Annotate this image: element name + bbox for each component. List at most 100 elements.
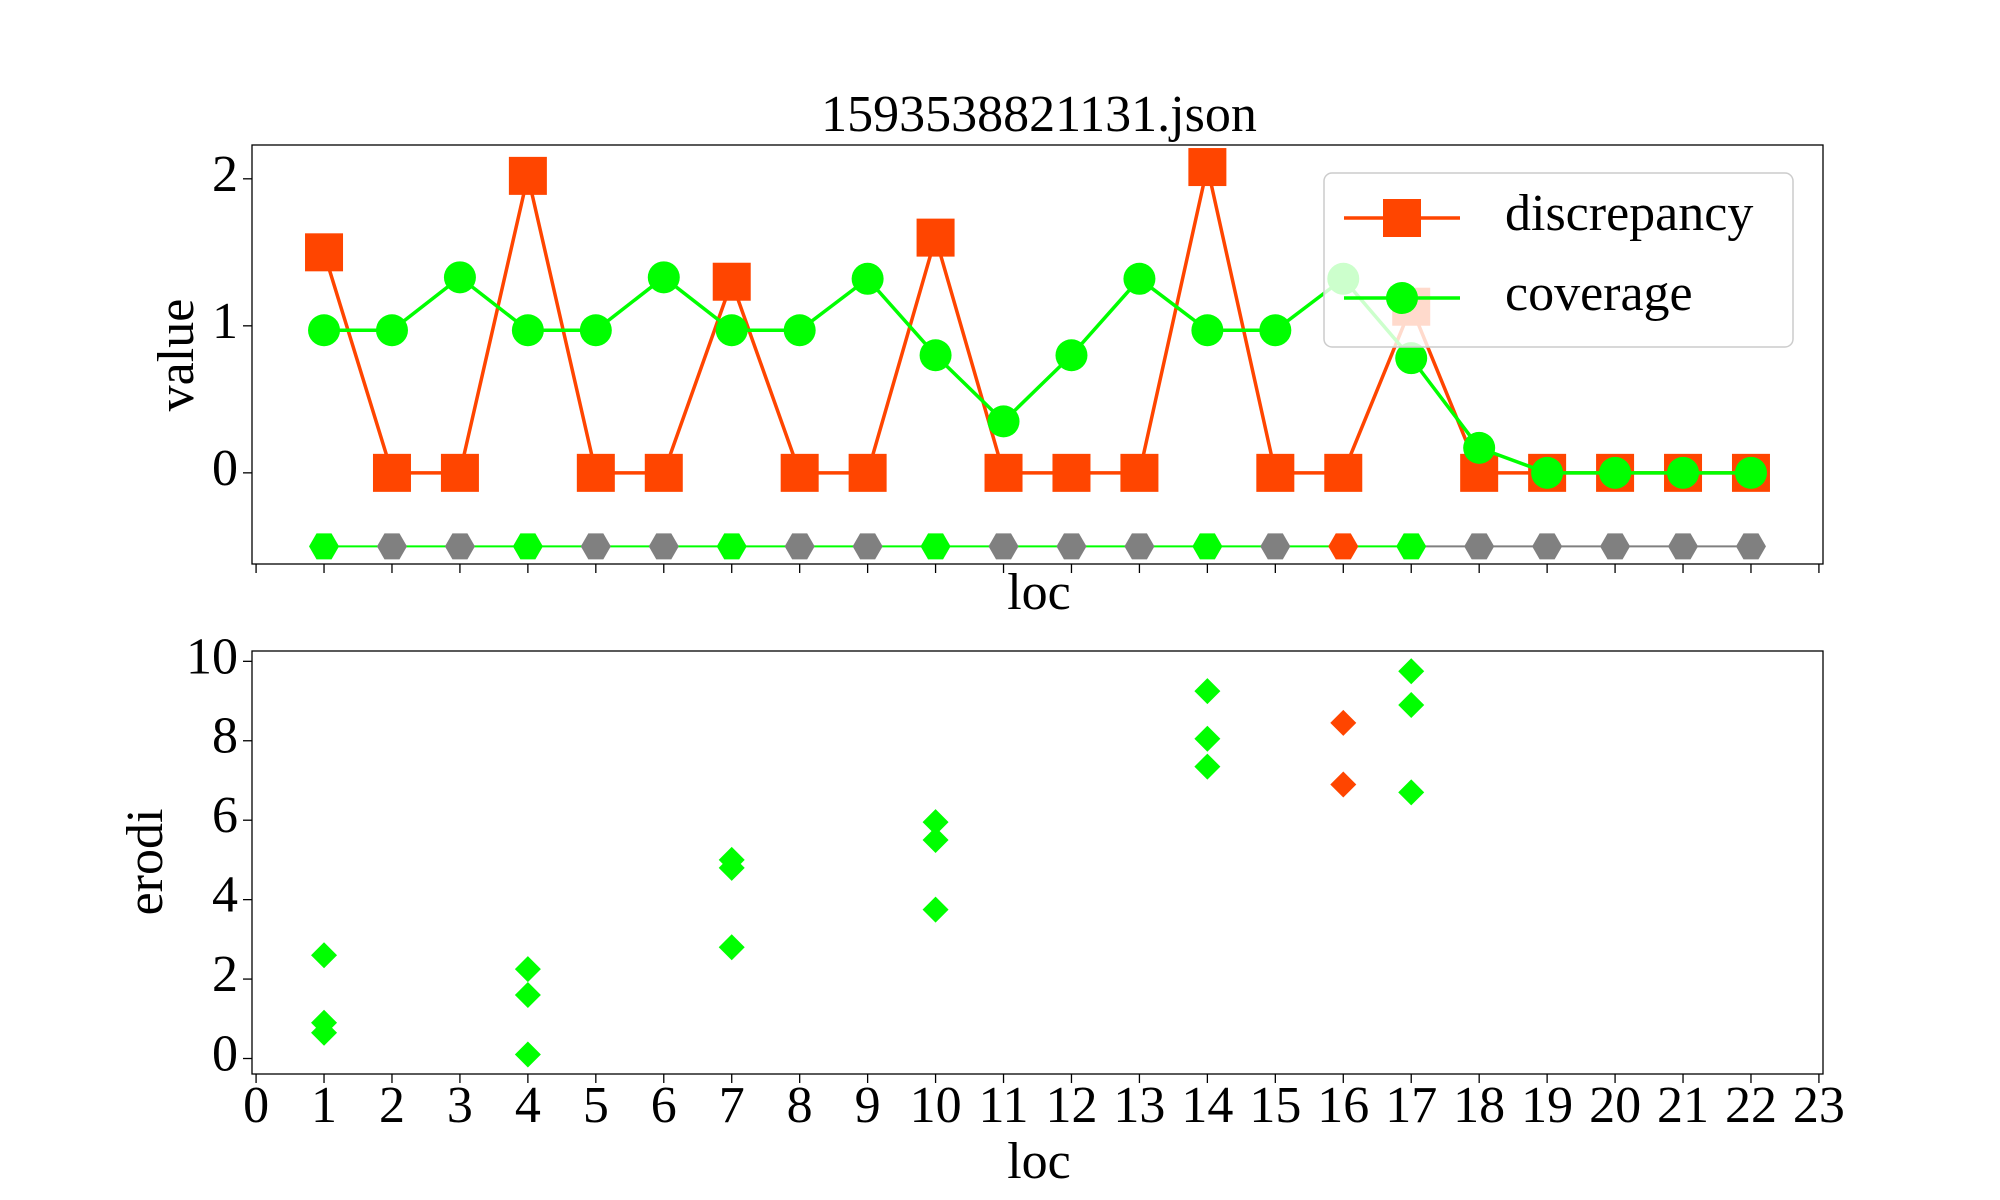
marker-hexagon	[716, 533, 747, 560]
marker-diamond	[1330, 709, 1357, 736]
x-tick-label: 0	[243, 1077, 269, 1134]
marker-hexagon	[920, 533, 951, 560]
marker-circle	[579, 314, 612, 347]
marker-hexagon	[1668, 533, 1699, 560]
marker-circle	[1191, 314, 1224, 347]
marker-circle	[851, 262, 884, 295]
marker-circle	[1463, 431, 1496, 464]
marker-diamond	[718, 934, 745, 961]
x-axis-label: loc	[1007, 564, 1071, 621]
marker-diamond	[514, 1041, 541, 1068]
marker-diamond	[1194, 678, 1221, 705]
marker-diamond	[922, 896, 949, 923]
x-tick-label: 18	[1453, 1077, 1505, 1134]
x-tick-label: 5	[583, 1077, 609, 1134]
plot-frame	[251, 650, 1824, 1075]
marker-hexagon	[1056, 533, 1087, 560]
marker-circle	[375, 314, 408, 347]
x-tick-label: 15	[1249, 1077, 1301, 1134]
y-tick-label: 6	[212, 787, 238, 844]
marker-diamond	[922, 827, 949, 854]
x-tick-label: 1	[311, 1077, 337, 1134]
marker-circle	[1531, 456, 1564, 489]
marker-circle	[1395, 342, 1428, 375]
marker-diamond	[311, 942, 338, 969]
legend-label: coverage	[1505, 265, 1693, 322]
y-tick-label: 4	[212, 867, 238, 924]
marker-hexagon	[512, 533, 543, 560]
series-line	[324, 275, 1751, 475]
marker-hexagon	[309, 533, 340, 560]
y-axis-label: erodi	[117, 809, 174, 916]
x-tick-label: 11	[978, 1077, 1028, 1134]
marker-square	[984, 453, 1023, 492]
marker-square	[1324, 453, 1363, 492]
x-tick-label: 23	[1793, 1077, 1845, 1134]
x-tick-label: 19	[1521, 1077, 1573, 1134]
marker-circle	[783, 314, 816, 347]
x-tick-label: 3	[447, 1077, 473, 1134]
marker-hexagon	[648, 533, 679, 560]
marker-circle	[1599, 456, 1632, 489]
marker-hexagon	[444, 533, 475, 560]
marker-square	[712, 262, 751, 301]
marker-hexagon	[1532, 533, 1563, 560]
marker-hexagon	[1328, 533, 1359, 560]
marker-hexagon	[852, 533, 883, 560]
y-tick-label: 0	[212, 1025, 238, 1082]
series-line	[322, 166, 1751, 475]
marker-diamond	[922, 809, 949, 836]
marker-diamond	[1330, 771, 1357, 798]
marker-square	[1383, 199, 1421, 237]
y-tick-label: 10	[186, 628, 238, 685]
marker-hexagon	[1260, 533, 1291, 560]
x-tick-label: 16	[1317, 1077, 1369, 1134]
marker-square	[848, 453, 887, 492]
x-tick-label: 20	[1589, 1077, 1641, 1134]
marker-circle	[308, 314, 341, 347]
marker-hexagon	[1124, 533, 1155, 560]
marker-hexagon	[1464, 533, 1495, 560]
marker-diamond	[1398, 779, 1425, 806]
marker-circle	[1055, 339, 1088, 372]
marker-square	[305, 233, 344, 272]
marker-diamond	[311, 1019, 338, 1046]
marker-circle	[647, 261, 680, 294]
marker-circle	[511, 314, 544, 347]
marker-circle	[715, 314, 748, 347]
marker-diamond	[718, 854, 745, 881]
x-tick-label: 8	[787, 1077, 813, 1134]
plot-frame	[251, 144, 1824, 565]
x-tick-label: 4	[515, 1077, 541, 1134]
x-axis-label: loc	[1007, 1133, 1071, 1190]
marker-square	[1256, 453, 1295, 492]
marker-diamond	[1398, 658, 1425, 685]
y-tick-label: 8	[212, 708, 238, 765]
marker-circle	[987, 405, 1020, 438]
marker-circle	[1734, 456, 1767, 489]
marker-diamond	[1194, 753, 1221, 780]
marker-hexagon	[1600, 533, 1631, 560]
x-tick-label: 17	[1385, 1077, 1437, 1134]
marker-circle	[1259, 314, 1292, 347]
marker-diamond	[1194, 725, 1221, 752]
marker-circle	[443, 261, 476, 294]
y-tick-label: 0	[212, 440, 238, 497]
marker-square	[644, 453, 683, 492]
legend-label: discrepancy	[1505, 185, 1753, 242]
x-tick-label: 7	[719, 1077, 745, 1134]
marker-hexagon	[1192, 533, 1223, 560]
x-tick-label: 22	[1725, 1077, 1777, 1134]
y-tick-label: 1	[212, 293, 238, 350]
marker-square	[916, 218, 955, 257]
marker-hexagon	[1735, 533, 1766, 560]
marker-hexagon	[988, 533, 1019, 560]
marker-diamond	[1398, 692, 1425, 719]
marker-square	[508, 156, 547, 195]
marker-diamond	[514, 956, 541, 983]
x-tick-label: 2	[379, 1077, 405, 1134]
marker-square	[372, 453, 411, 492]
marker-circle	[1123, 262, 1156, 295]
marker-hexagon	[376, 533, 407, 560]
